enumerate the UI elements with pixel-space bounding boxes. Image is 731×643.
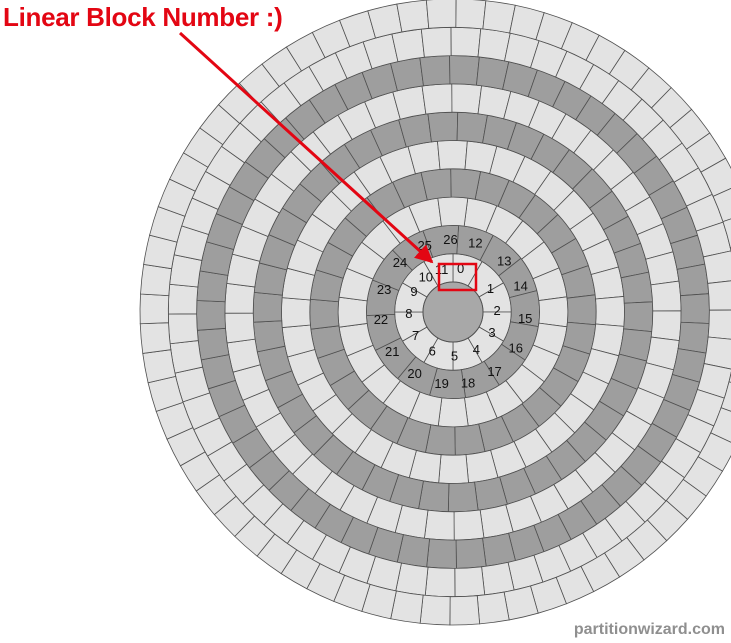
watermark: partitionwizard.com	[573, 621, 725, 638]
disk-sector	[707, 280, 731, 311]
disk-sector	[196, 300, 226, 331]
block-number-label: 18	[461, 375, 475, 390]
disk-sector	[595, 296, 625, 327]
block-number-label: 22	[374, 312, 388, 327]
block-number-label: 21	[385, 344, 399, 359]
highlighted-block-box	[437, 262, 478, 292]
disk-sector	[437, 397, 469, 428]
disk-sector	[455, 0, 487, 30]
disk-sector	[450, 168, 482, 200]
disk-sector	[196, 327, 230, 361]
disk-sector	[139, 293, 170, 325]
disk-sector	[196, 270, 229, 303]
disk-sector	[139, 322, 172, 354]
disk-sector	[710, 407, 731, 443]
disk-sector	[309, 298, 340, 330]
disk-sector	[650, 310, 682, 342]
disk-sector	[421, 83, 453, 115]
disk-sector	[419, 594, 451, 626]
disk-tracks	[139, 0, 731, 626]
disk-sector	[476, 591, 510, 625]
block-number-label: 26	[443, 232, 457, 247]
disk-sector	[396, 0, 430, 33]
disk-sector	[449, 595, 481, 626]
disk-sector	[423, 509, 455, 541]
block-number-label: 9	[410, 284, 417, 299]
disk-sector	[722, 218, 731, 249]
disk-sector	[418, 480, 450, 513]
disk-sector	[419, 55, 451, 87]
disk-sector	[585, 34, 626, 75]
disk-sector	[447, 481, 479, 513]
disk-sector	[224, 282, 256, 314]
disk-sector	[140, 263, 173, 297]
disk-sector	[712, 187, 731, 223]
disk-sector	[425, 0, 457, 29]
disk-sector	[253, 320, 286, 353]
block-number-label: 12	[468, 236, 482, 251]
disk-sector	[700, 157, 731, 197]
disk-hub	[422, 281, 484, 343]
page-title: Linear Block Number :)	[3, 2, 283, 32]
disk-sector	[650, 280, 682, 312]
disk-sector	[456, 111, 488, 144]
block-number-label: 24	[393, 255, 407, 270]
disk-sector	[703, 336, 731, 370]
disk-sector	[453, 509, 485, 541]
block-number-label: 15	[518, 311, 532, 326]
disk-sector	[337, 296, 368, 328]
disk-sector	[169, 340, 204, 374]
block-number-label: 7	[412, 328, 419, 343]
disk-sector	[702, 250, 731, 284]
disk-sector	[424, 566, 456, 598]
disk-sector	[676, 263, 710, 297]
disk-sector	[427, 111, 459, 143]
block-number-label: 17	[487, 364, 501, 379]
disk-sector	[426, 538, 457, 569]
disk-sector	[167, 313, 199, 345]
block-number-label: 1	[487, 281, 494, 296]
annotation-arrow	[178, 31, 434, 264]
disk-sector	[481, 561, 515, 596]
disk-sector	[252, 291, 283, 323]
disk-sector	[707, 309, 731, 340]
block-number-label: 4	[473, 342, 480, 357]
disk-sector	[281, 297, 311, 328]
block-number-label: 0	[457, 261, 464, 276]
block-number-label: 10	[419, 270, 433, 285]
block-number-label: 16	[509, 341, 523, 356]
disk-sector	[437, 140, 468, 170]
disk-sector	[680, 293, 710, 324]
block-number-label: 5	[451, 349, 458, 364]
disk-sector	[391, 28, 425, 63]
disk-sector	[450, 26, 482, 58]
disk-sector	[720, 381, 731, 412]
disk-sector	[420, 26, 452, 58]
disk-sector	[142, 349, 177, 384]
block-number-label: 14	[513, 279, 527, 294]
block-number-label: 3	[488, 325, 495, 340]
disk-sector	[454, 566, 486, 598]
disk-sector	[451, 83, 483, 115]
disk-sector	[538, 296, 569, 328]
disk-sector	[677, 321, 710, 354]
block-number-label: 13	[497, 253, 511, 268]
block-number-label: 23	[377, 282, 391, 297]
disk-sector	[455, 537, 487, 569]
disk-sector	[167, 283, 199, 315]
disk-sector	[437, 196, 469, 227]
disk-sector	[224, 312, 256, 344]
block-number-label: 20	[407, 366, 421, 381]
disk-sector	[623, 301, 654, 333]
disk-sector	[620, 271, 653, 304]
disk-sector	[728, 371, 731, 383]
block-number-label: 2	[494, 303, 501, 318]
disk-sector	[449, 55, 480, 86]
disk-sector	[566, 294, 597, 326]
block-number-label: 8	[405, 306, 412, 321]
block-number-label: 6	[429, 343, 436, 358]
block-number-label: 19	[434, 376, 448, 391]
disk-sector	[438, 454, 469, 484]
